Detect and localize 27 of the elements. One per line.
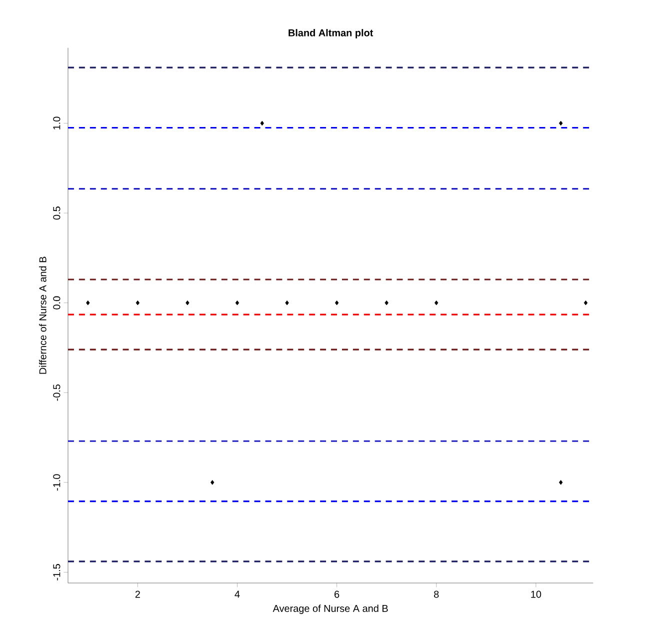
point xyxy=(136,300,140,306)
chart-title: Bland Altman plot xyxy=(288,29,374,38)
x-tick-label: 8 xyxy=(434,590,439,598)
x-tick-label: 2 xyxy=(135,590,140,598)
y-tick-label: -1.0 xyxy=(53,474,60,491)
y-tick-label: -0.5 xyxy=(53,384,60,401)
point xyxy=(260,120,264,126)
point xyxy=(86,300,90,306)
x-tick-label: 6 xyxy=(334,590,340,598)
point xyxy=(384,300,388,306)
y-tick-label: 0.5 xyxy=(53,206,60,220)
x-tick-label: 10 xyxy=(531,590,542,598)
point xyxy=(334,300,339,306)
point xyxy=(210,480,214,485)
point xyxy=(434,300,438,306)
point xyxy=(558,480,563,485)
point xyxy=(558,120,563,126)
point xyxy=(235,300,240,306)
y-tick-label: -1.5 xyxy=(53,564,60,580)
x-axis-title: Average of Nurse A and B xyxy=(272,604,388,614)
x-tick-label: 4 xyxy=(234,590,240,598)
y-axis-title: Differnce of Nurse A and B xyxy=(39,256,46,374)
point xyxy=(584,300,588,306)
y-tick-label: 1.0 xyxy=(53,116,60,130)
y-tick-label: 0.0 xyxy=(53,296,60,310)
point xyxy=(186,300,190,306)
point xyxy=(285,300,289,306)
